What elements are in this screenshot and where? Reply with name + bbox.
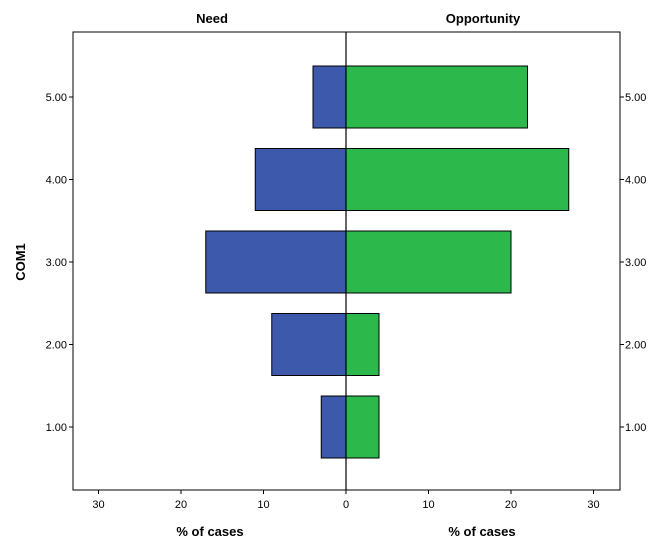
x-tick-label: 30 [92, 499, 104, 511]
y-tick-label-right: 1.00 [625, 422, 646, 434]
bar-need-3.00 [205, 230, 347, 294]
chart-marks: 5.00 5.00 4.00 4.00 3.00 3.00 2.00 2.00 1.00 1.00… [46, 32, 646, 511]
y-tick-label-left: 5.00 [46, 92, 67, 104]
x-tick-label: 30 [587, 499, 599, 511]
x-axis-label-need: % of cases [176, 524, 243, 539]
x-tick-label: 10 [422, 499, 434, 511]
x-tick-label: 10 [257, 499, 269, 511]
y-tick-label-right: 2.00 [625, 340, 646, 352]
y-tick-label-left: 2.00 [46, 340, 67, 352]
x-tick-label: 20 [505, 499, 517, 511]
panel-title-opportunity: Opportunity [446, 11, 521, 26]
bar-need-4.00 [254, 148, 347, 211]
y-tick-label-right: 4.00 [625, 175, 646, 187]
x-tick-label: 20 [175, 499, 187, 511]
y-tick-label-left: 4.00 [46, 175, 67, 187]
y-tick-label-right: 5.00 [625, 92, 646, 104]
bar-need-1.00 [320, 395, 347, 459]
y-tick-label-left: 3.00 [46, 257, 67, 269]
panel-title-need: Need [196, 11, 228, 26]
bar-opportunity-3.00 [345, 230, 512, 294]
bar-opportunity-5.00 [345, 65, 528, 129]
bar-need-5.00 [312, 65, 347, 129]
bar-opportunity-1.00 [345, 395, 380, 459]
y-tick-label-right: 3.00 [625, 257, 646, 269]
bar-need-2.00 [271, 313, 347, 376]
x-tick-label: 0 [343, 499, 349, 511]
y-tick-label-left: 1.00 [46, 422, 67, 434]
bar-opportunity-4.00 [345, 148, 570, 211]
x-axis-label-opportunity: % of cases [448, 524, 515, 539]
bar-opportunity-2.00 [345, 313, 380, 376]
y-axis-label: COM1 [13, 243, 28, 281]
